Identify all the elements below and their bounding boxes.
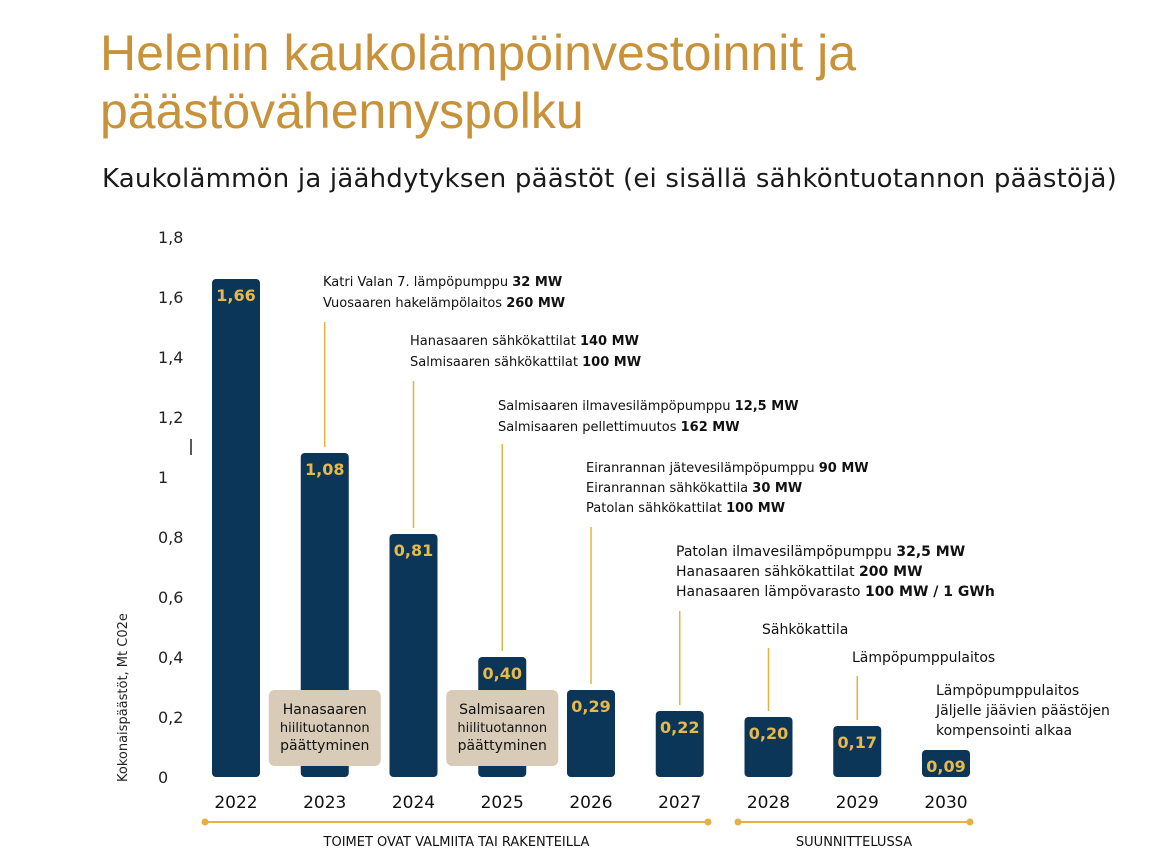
y-tick-label: 1,2	[158, 408, 183, 427]
x-tick-label: 2023	[303, 793, 346, 813]
annotation-capacity: 32,5 MW	[896, 544, 965, 560]
phase-label: SUUNNITTELUSSA	[796, 835, 912, 850]
x-tick-label: 2029	[836, 793, 879, 813]
event-box-text: päättyminen	[458, 738, 547, 754]
y-tick-label: 1,6	[158, 288, 183, 307]
annotation-text: Jäljelle jäävien päästöjen	[935, 703, 1110, 719]
event-box-text: Hanasaaren	[283, 702, 367, 718]
annotation-item: Sähkökattila	[762, 622, 848, 638]
event-box-text: hiilituotannon	[457, 721, 547, 736]
annotation-item: Hanasaaren sähkökattilat	[410, 334, 580, 349]
annotation-capacity: 90 MW	[819, 461, 869, 476]
y-tick-label: 0,8	[158, 528, 183, 547]
phase-line-endpoint	[966, 818, 974, 826]
bar-value-label: 1,66	[216, 286, 255, 305]
annotation-text: Salmisaaren ilmavesilämpöpumppu 12,5 MW	[498, 399, 799, 414]
annotation-text: Sähkökattila	[762, 622, 848, 638]
y-tick-label: 0,2	[158, 708, 183, 727]
annotation-item: Salmisaaren sähkökattilat	[410, 355, 582, 370]
annotation-text: Salmisaaren sähkökattilat 100 MW	[410, 355, 641, 370]
annotation-capacity: 140 MW	[580, 334, 639, 349]
phase-line-endpoint	[704, 818, 712, 826]
annotation-item: Salmisaaren ilmavesilämpöpumppu	[498, 399, 735, 414]
annotation-text: Hanasaaren sähkökattilat 140 MW	[410, 334, 639, 349]
annotation-capacity: 100 MW	[582, 355, 641, 370]
annotation-item: Jäljelle jäävien päästöjen	[935, 703, 1110, 719]
bar-value-label: 0,29	[571, 697, 610, 716]
annotation-item: Eiranrannan jätevesilämpöpumppu	[586, 461, 819, 476]
annotation-text: Patolan ilmavesilämpöpumppu 32,5 MW	[676, 544, 965, 560]
bar-2024	[389, 534, 438, 777]
bar-2027	[655, 711, 704, 777]
annotation-item: Eiranrannan sähkökattila	[586, 481, 752, 496]
bar-2029	[833, 726, 882, 777]
annotation-text: Eiranrannan sähkökattila 30 MW	[586, 481, 802, 496]
annotation-text: Hanasaaren lämpövarasto 100 MW / 1 GWh	[676, 584, 995, 600]
y-tick-label: 1	[158, 468, 168, 487]
annotation-item: Patolan ilmavesilämpöpumppu	[676, 544, 896, 560]
annotation-item: Katri Valan 7. lämpöpumppu	[323, 275, 512, 290]
y-tick-label: 0	[158, 768, 168, 787]
annotation-item: kompensointi alkaa	[936, 723, 1072, 739]
annotation-item: Hanasaaren sähkökattilat	[676, 564, 859, 580]
bar-2028	[744, 717, 793, 777]
annotation-text: kompensointi alkaa	[936, 723, 1072, 739]
annotation-item: Patolan sähkökattilat	[586, 501, 726, 516]
annotation-capacity: 162 MW	[681, 420, 740, 435]
bar-2030	[922, 750, 970, 777]
phase-label: TOIMET OVAT VALMIITA TAI RAKENTEILLA	[323, 835, 590, 850]
x-tick-label: 2025	[481, 793, 524, 813]
event-box-text: hiilituotannon	[280, 721, 370, 736]
annotation-item: Hanasaaren lämpövarasto	[676, 584, 865, 600]
bar-2022	[212, 279, 260, 777]
annotation-text: Hanasaaren sähkökattilat 200 MW	[676, 564, 923, 580]
annotation-text: Lämpöpumppulaitos	[936, 683, 1079, 699]
annotation-item: Vuosaaren hakelämpölaitos	[323, 296, 506, 311]
annotation-capacity: 30 MW	[752, 481, 802, 496]
bar-2026	[567, 690, 615, 777]
x-tick-label: 2022	[214, 793, 257, 813]
page-title: Helenin kaukolämpöinvestoinnit ja päästö…	[100, 25, 857, 139]
x-tick-label: 2024	[392, 793, 435, 813]
annotation-capacity: 100 MW	[726, 501, 785, 516]
event-box	[446, 690, 559, 766]
y-tick-label: 1,4	[158, 348, 183, 367]
bar-value-label: 0,22	[660, 718, 699, 737]
annotation-text: Eiranrannan jätevesilämpöpumppu 90 MW	[586, 461, 869, 476]
event-box-text: Salmisaaren	[459, 702, 545, 718]
bar-value-label: 0,40	[483, 664, 522, 683]
phase-line-endpoint	[201, 818, 209, 826]
annotation-item: Lämpöpumppulaitos	[852, 650, 995, 666]
x-tick-label: 2030	[924, 793, 967, 813]
bar-value-label: 0,20	[749, 724, 788, 743]
event-box	[268, 690, 381, 766]
bar-value-label: 0,09	[926, 757, 965, 776]
bar-value-label: 0,17	[838, 733, 877, 752]
annotation-item: Lämpöpumppulaitos	[936, 683, 1079, 699]
x-tick-label: 2028	[747, 793, 790, 813]
bar-value-label: 1,08	[305, 460, 344, 479]
phase-line-endpoint	[734, 818, 742, 826]
y-tick-label: 0,4	[158, 648, 183, 667]
y-axis-label: Kokonaispäästöt, Mt C02e	[116, 613, 131, 782]
x-tick-label: 2027	[658, 793, 701, 813]
annotation-capacity: 32 MW	[512, 275, 562, 290]
annotation-capacity: 12,5 MW	[735, 399, 799, 414]
chart-subtitle: Kaukolämmön ja jäähdytyksen päästöt (ei …	[102, 164, 1118, 194]
bar-value-label: 0,81	[394, 541, 433, 560]
annotation-text: Vuosaaren hakelämpölaitos 260 MW	[323, 296, 565, 311]
annotation-capacity: 100 MW / 1 GWh	[865, 584, 995, 600]
x-tick-label: 2026	[569, 793, 612, 813]
annotation-text: Katri Valan 7. lämpöpumppu 32 MW	[323, 275, 562, 290]
annotation-capacity: 260 MW	[506, 296, 565, 311]
annotation-text: Patolan sähkökattilat 100 MW	[586, 501, 785, 516]
event-box-text: päättyminen	[280, 738, 369, 754]
annotation-text: Salmisaaren pellettimuutos 162 MW	[498, 420, 740, 435]
y-tick-label: 0,6	[158, 588, 183, 607]
annotation-capacity: 200 MW	[859, 564, 922, 580]
annotation-text: Lämpöpumppulaitos	[852, 650, 995, 666]
annotation-item: Salmisaaren pellettimuutos	[498, 420, 681, 435]
y-tick-label: 1,8	[158, 228, 183, 247]
